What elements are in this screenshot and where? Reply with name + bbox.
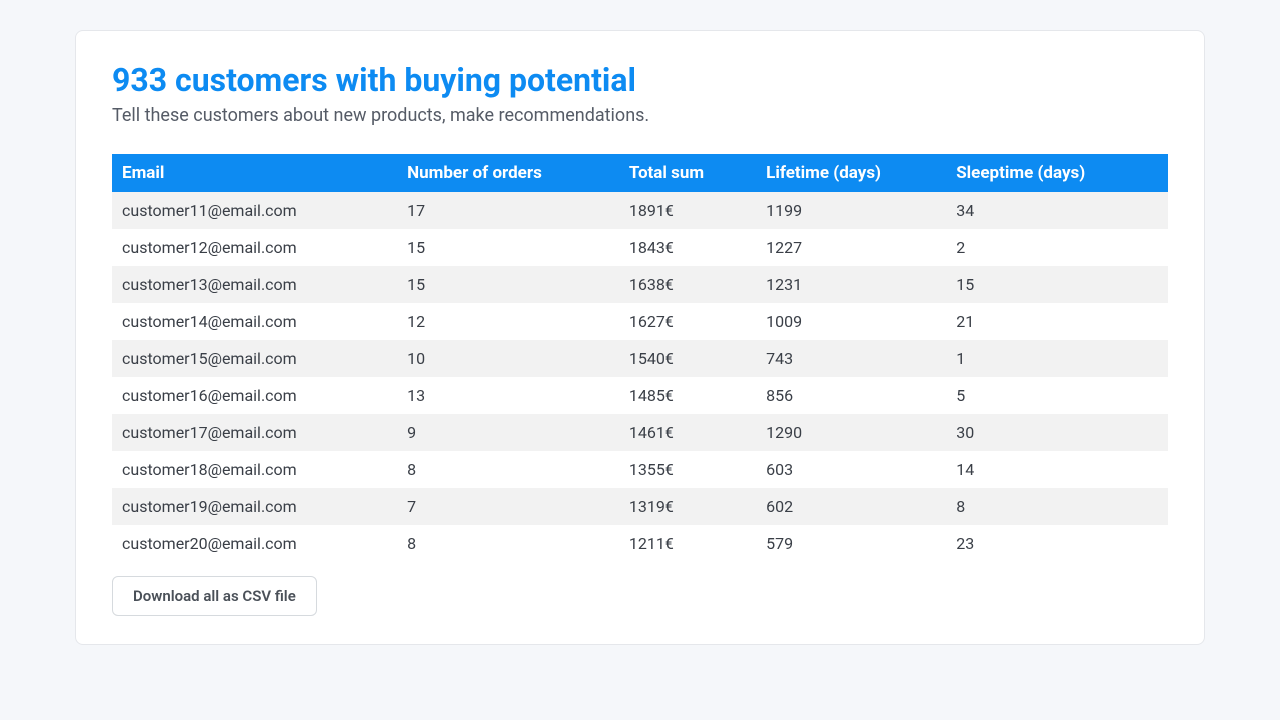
cell-total: 1843€ xyxy=(619,229,756,266)
table-row: customer15@email.com 10 1540€ 743 1 xyxy=(112,340,1168,377)
cell-lifetime: 602 xyxy=(756,488,946,525)
table-header-row: Email Number of orders Total sum Lifetim… xyxy=(112,154,1168,192)
cell-lifetime: 856 xyxy=(756,377,946,414)
cell-orders: 15 xyxy=(397,229,619,266)
cell-email: customer15@email.com xyxy=(112,340,397,377)
cell-total: 1485€ xyxy=(619,377,756,414)
cell-lifetime: 1009 xyxy=(756,303,946,340)
col-header-lifetime[interactable]: Lifetime (days) xyxy=(756,154,946,192)
cell-orders: 13 xyxy=(397,377,619,414)
col-header-sleeptime[interactable]: Sleeptime (days) xyxy=(946,154,1168,192)
cell-total: 1540€ xyxy=(619,340,756,377)
cell-email: customer19@email.com xyxy=(112,488,397,525)
cell-sleeptime: 2 xyxy=(946,229,1168,266)
cell-total: 1638€ xyxy=(619,266,756,303)
cell-email: customer13@email.com xyxy=(112,266,397,303)
cell-lifetime: 1290 xyxy=(756,414,946,451)
cell-sleeptime: 1 xyxy=(946,340,1168,377)
cell-orders: 12 xyxy=(397,303,619,340)
table-row: customer11@email.com 17 1891€ 1199 34 xyxy=(112,192,1168,229)
table-row: customer14@email.com 12 1627€ 1009 21 xyxy=(112,303,1168,340)
cell-total: 1211€ xyxy=(619,525,756,562)
cell-sleeptime: 23 xyxy=(946,525,1168,562)
table-body: customer11@email.com 17 1891€ 1199 34 cu… xyxy=(112,192,1168,562)
table-row: customer17@email.com 9 1461€ 1290 30 xyxy=(112,414,1168,451)
cell-orders: 17 xyxy=(397,192,619,229)
customers-card: 933 customers with buying potential Tell… xyxy=(75,30,1205,645)
cell-lifetime: 743 xyxy=(756,340,946,377)
cell-sleeptime: 14 xyxy=(946,451,1168,488)
cell-total: 1891€ xyxy=(619,192,756,229)
table-row: customer20@email.com 8 1211€ 579 23 xyxy=(112,525,1168,562)
cell-lifetime: 579 xyxy=(756,525,946,562)
cell-orders: 15 xyxy=(397,266,619,303)
cell-email: customer12@email.com xyxy=(112,229,397,266)
cell-sleeptime: 30 xyxy=(946,414,1168,451)
cell-lifetime: 603 xyxy=(756,451,946,488)
col-header-total[interactable]: Total sum xyxy=(619,154,756,192)
table-row: customer12@email.com 15 1843€ 1227 2 xyxy=(112,229,1168,266)
table-row: customer18@email.com 8 1355€ 603 14 xyxy=(112,451,1168,488)
cell-email: customer11@email.com xyxy=(112,192,397,229)
cell-email: customer20@email.com xyxy=(112,525,397,562)
cell-lifetime: 1231 xyxy=(756,266,946,303)
table-row: customer13@email.com 15 1638€ 1231 15 xyxy=(112,266,1168,303)
cell-orders: 9 xyxy=(397,414,619,451)
cell-total: 1355€ xyxy=(619,451,756,488)
cell-sleeptime: 34 xyxy=(946,192,1168,229)
cell-orders: 7 xyxy=(397,488,619,525)
cell-sleeptime: 21 xyxy=(946,303,1168,340)
cell-lifetime: 1227 xyxy=(756,229,946,266)
cell-total: 1627€ xyxy=(619,303,756,340)
cell-sleeptime: 15 xyxy=(946,266,1168,303)
col-header-email[interactable]: Email xyxy=(112,154,397,192)
cell-orders: 10 xyxy=(397,340,619,377)
cell-lifetime: 1199 xyxy=(756,192,946,229)
cell-sleeptime: 8 xyxy=(946,488,1168,525)
cell-orders: 8 xyxy=(397,525,619,562)
cell-total: 1319€ xyxy=(619,488,756,525)
table-row: customer19@email.com 7 1319€ 602 8 xyxy=(112,488,1168,525)
cell-email: customer14@email.com xyxy=(112,303,397,340)
customers-table: Email Number of orders Total sum Lifetim… xyxy=(112,154,1168,562)
cell-email: customer18@email.com xyxy=(112,451,397,488)
col-header-orders[interactable]: Number of orders xyxy=(397,154,619,192)
cell-email: customer17@email.com xyxy=(112,414,397,451)
cell-sleeptime: 5 xyxy=(946,377,1168,414)
cell-email: customer16@email.com xyxy=(112,377,397,414)
table-row: customer16@email.com 13 1485€ 856 5 xyxy=(112,377,1168,414)
download-csv-button[interactable]: Download all as CSV file xyxy=(112,576,317,616)
cell-total: 1461€ xyxy=(619,414,756,451)
cell-orders: 8 xyxy=(397,451,619,488)
page-title: 933 customers with buying potential xyxy=(112,61,1168,99)
page-subtitle: Tell these customers about new products,… xyxy=(112,105,1168,126)
